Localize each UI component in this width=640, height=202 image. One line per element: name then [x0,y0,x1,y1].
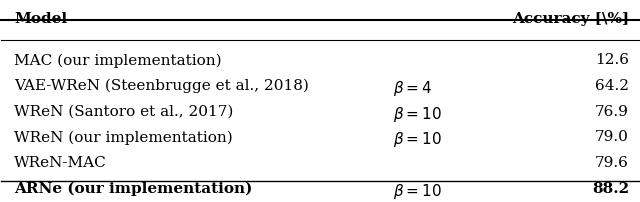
Text: WReN (Santoro et al., 2017): WReN (Santoro et al., 2017) [14,104,234,118]
Text: Accuracy [\%]: Accuracy [\%] [512,12,629,25]
Text: $\beta = 10$: $\beta = 10$ [394,181,442,200]
Text: $\beta = 4$: $\beta = 4$ [394,79,433,98]
Text: 12.6: 12.6 [595,53,629,67]
Text: Model: Model [14,12,67,25]
Text: VAE-WReN (Steenbrugge et al., 2018): VAE-WReN (Steenbrugge et al., 2018) [14,79,309,93]
Text: MAC (our implementation): MAC (our implementation) [14,53,221,67]
Text: $\beta = 10$: $\beta = 10$ [394,104,442,123]
Text: 79.0: 79.0 [595,130,629,144]
Text: 76.9: 76.9 [595,104,629,118]
Text: 88.2: 88.2 [592,181,629,195]
Text: 79.6: 79.6 [595,155,629,169]
Text: $\beta = 10$: $\beta = 10$ [394,130,442,149]
Text: ARNe (our implementation): ARNe (our implementation) [14,181,253,195]
Text: 64.2: 64.2 [595,79,629,93]
Text: WReN (our implementation): WReN (our implementation) [14,130,233,144]
Text: WReN-MAC: WReN-MAC [14,155,107,169]
